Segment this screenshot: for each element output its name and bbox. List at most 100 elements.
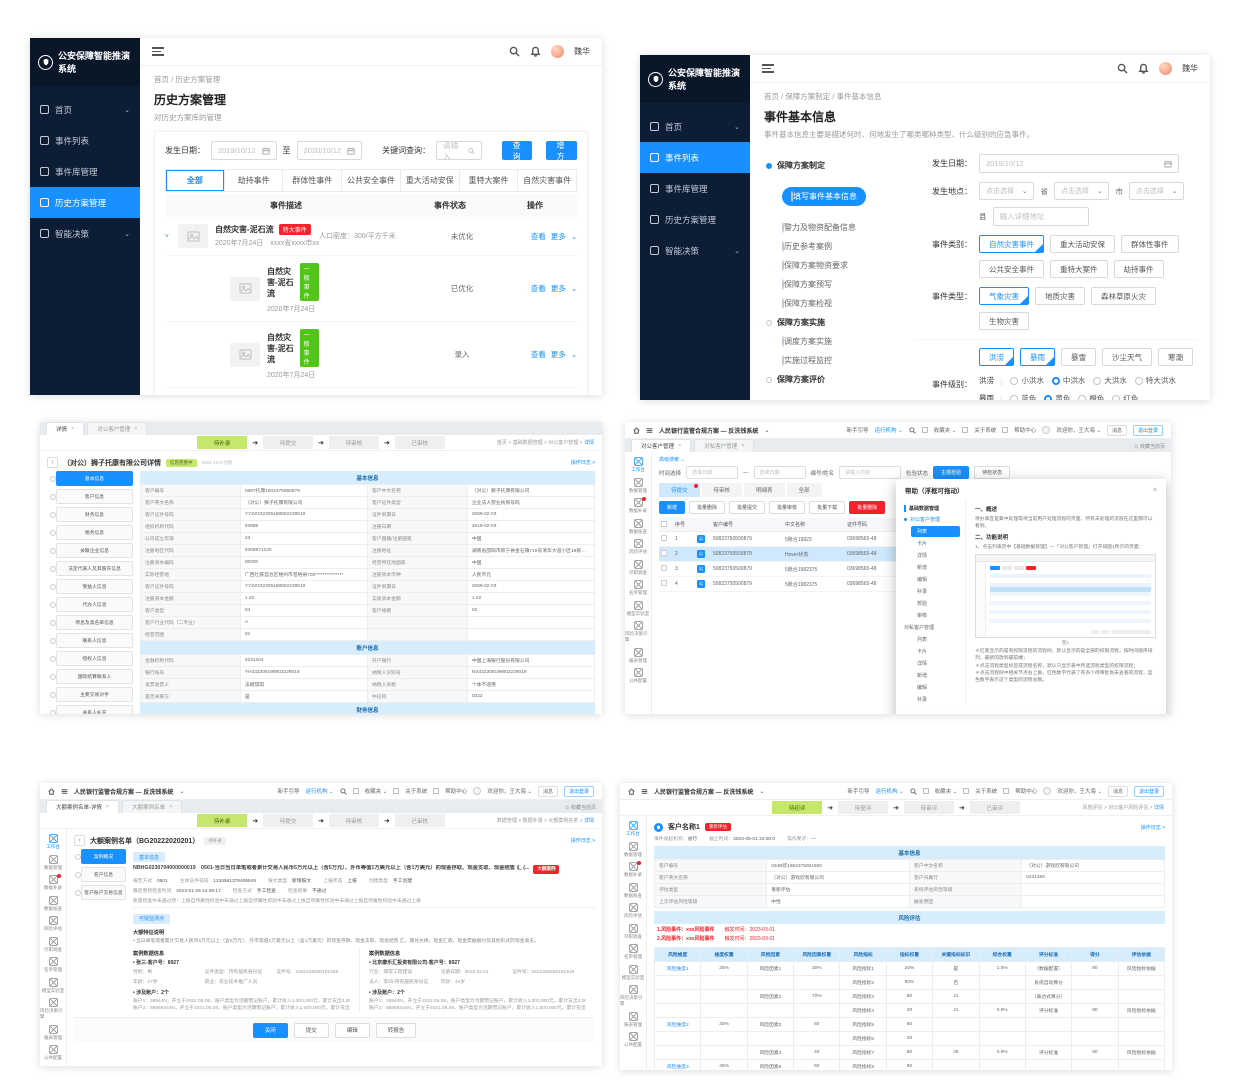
search-icon[interactable] <box>910 787 917 795</box>
customer-code-link[interactable]: 50823750500879 <box>711 576 783 592</box>
menu-icon[interactable] <box>646 427 653 434</box>
batch-action-button[interactable]: 批量提交 <box>729 501 766 514</box>
avatar[interactable] <box>551 45 564 58</box>
avatar[interactable] <box>1042 426 1051 434</box>
rail-item[interactable]: 风险评估 <box>44 916 62 932</box>
sidebar-nav-item[interactable]: 事件列表 ⌄ <box>30 125 140 156</box>
rail-item[interactable]: 模型实验室 <box>627 600 649 617</box>
category-tab[interactable]: 重大活动安保 <box>400 170 460 191</box>
help-nav-item[interactable]: 卡片 <box>917 541 928 547</box>
county-select[interactable]: 点击选择 ⌄ <box>1128 182 1185 200</box>
date-to-input[interactable]: 2020/10/12 <box>296 141 363 160</box>
collapse-button[interactable]: ‹ <box>74 835 85 846</box>
help-nav-item[interactable]: 详情 <box>917 553 928 559</box>
help-nav-group[interactable]: 对私客户管理 <box>904 625 935 631</box>
rail-item[interactable]: 报表管理 <box>629 647 647 664</box>
footer-button[interactable]: 编辑 <box>334 1022 370 1038</box>
page-tab[interactable]: 详情 × <box>46 422 85 435</box>
city-select[interactable]: 点击选择 ⌄ <box>1053 182 1110 200</box>
category-tab[interactable]: 全部 <box>166 170 225 191</box>
rail-item[interactable]: 数据管理 <box>44 854 62 871</box>
operation-log-link[interactable]: 操作日志 > <box>570 460 595 466</box>
add-plan-button[interactable]: 新增方案 <box>545 130 577 172</box>
rail-item[interactable]: 公共配置 <box>44 1045 62 1061</box>
anchor-item[interactable]: 客户账户交易信息 <box>75 885 126 900</box>
help-nav-item[interactable]: 新增 <box>917 673 928 679</box>
rail-item[interactable]: 尽职调查 <box>629 559 647 576</box>
footer-button[interactable]: 提交 <box>293 1022 329 1038</box>
rail-item[interactable]: 公共配置 <box>624 1032 642 1048</box>
anchor-item[interactable]: 基本信息 <box>50 471 133 486</box>
status-subtab[interactable]: 待提交 <box>659 483 700 497</box>
page-tab[interactable]: 对私客户管理 × <box>694 439 755 452</box>
rail-item[interactable]: 数据核查 <box>629 518 647 535</box>
message-button[interactable]: 消息 <box>1107 785 1128 797</box>
event-type-chip[interactable]: 森林草原火灾 <box>1091 287 1156 305</box>
anchor-item[interactable]: 联系人信息 <box>50 633 133 648</box>
menu-toggle-icon[interactable] <box>152 47 164 56</box>
anchor-item[interactable]: 客户信息 <box>75 867 126 882</box>
breadcrumb[interactable]: 数据管理 > 数据补录 > 大额案例名单 > 详情 <box>496 818 594 824</box>
help-nav-item[interactable]: 列表 <box>917 637 928 643</box>
date-from-input[interactable]: 选择日期 <box>686 466 739 479</box>
logout-button[interactable]: 退出登录 <box>1132 424 1163 436</box>
rail-item[interactable]: 报表管理 <box>44 1024 62 1041</box>
batch-action-button[interactable]: 批量删除 <box>849 501 886 514</box>
help-nav-item[interactable]: 审核 <box>917 613 928 619</box>
rail-item[interactable]: 风险决策引擎 <box>40 998 66 1020</box>
rail-item[interactable]: 名单管理 <box>629 580 647 596</box>
anchor-item[interactable]: 代办人信息 <box>50 597 133 612</box>
status-filter-inactive[interactable]: 待检状态 <box>974 466 1011 479</box>
event-category-chip[interactable]: 重大活动安保 <box>1050 235 1115 253</box>
rail-item[interactable]: 数据管理 <box>624 841 642 858</box>
operation-log-link[interactable]: 操作日志 > <box>1140 824 1165 831</box>
rail-item[interactable]: 模型实验室 <box>622 964 644 981</box>
guide-link[interactable]: 新手引导 <box>277 789 300 795</box>
category-tab[interactable]: 自然灾害事件 <box>518 170 577 191</box>
more-link[interactable]: 更多 <box>550 284 566 293</box>
level-radio[interactable]: 红色 <box>1112 393 1138 400</box>
workflow-step[interactable]: 填写事件基本信息 <box>782 187 866 206</box>
help-link[interactable]: 帮助中心 <box>1014 428 1037 434</box>
help-nav-item[interactable]: 补录 <box>917 697 928 703</box>
anchor-item[interactable]: 财务信息 <box>50 507 133 522</box>
level-radio[interactable]: 特大洪水 <box>1134 375 1176 386</box>
welcome-user[interactable]: 欢迎你，王大海 ⌄ <box>1056 428 1101 434</box>
batch-action-button[interactable]: 批量删除 <box>689 501 726 514</box>
search-icon[interactable] <box>1117 63 1128 74</box>
org-select[interactable]: 运行机构 ⌄ <box>875 789 904 795</box>
menu-toggle-icon[interactable] <box>762 64 774 73</box>
guide-link[interactable]: 新手引导 <box>847 789 870 795</box>
footer-button[interactable]: 关闭 <box>252 1022 288 1038</box>
anchor-item[interactable]: 关联企业信息 <box>50 543 133 558</box>
workflow-step[interactable]: 实施过程监控 <box>782 355 908 366</box>
rail-item[interactable]: 风险决策引擎 <box>625 621 651 643</box>
logout-button[interactable]: 退出登录 <box>1133 785 1164 797</box>
anchor-item[interactable]: 法定代表人及其股东信息 <box>50 561 133 576</box>
sidebar-nav-item[interactable]: 首页 ⌄ <box>30 94 140 125</box>
event-subtype-chip[interactable]: 暴雪 <box>1061 348 1096 366</box>
page-tab[interactable]: 对公客户管理 × <box>87 422 148 435</box>
sidebar-nav-item[interactable]: 智能决策 ⌄ <box>640 235 750 266</box>
rail-item[interactable]: 数据管理 <box>629 477 647 494</box>
workflow-step[interactable]: 保障方案物资要求 <box>782 260 908 271</box>
help-nav-item[interactable]: 详情 <box>917 661 928 667</box>
help-link[interactable]: 帮助中心 <box>445 789 468 795</box>
batch-action-button[interactable]: 批量审核 <box>769 501 806 514</box>
sidebar-nav-item[interactable]: 事件列表 ⌄ <box>640 142 750 173</box>
event-type-chip[interactable]: 生物灾害 <box>979 312 1029 330</box>
welcome-user[interactable]: 欢迎你，王大海 ⌄ <box>487 789 532 795</box>
welcome-user[interactable]: 欢迎你，王大海 ⌄ <box>1057 789 1102 795</box>
sidebar-nav-item[interactable]: 历史方案管理 ⌄ <box>640 204 750 235</box>
close-icon[interactable]: × <box>105 804 110 810</box>
sidebar-nav-item[interactable]: 事件库管理 ⌄ <box>640 173 750 204</box>
event-date-input[interactable]: 2019/10/12 <box>979 154 1179 173</box>
category-tab[interactable]: 群体性事件 <box>283 170 343 191</box>
category-tab[interactable]: 公共安全事件 <box>342 170 401 191</box>
workflow-step[interactable]: 保障方案检视 <box>782 298 908 309</box>
page-tab[interactable]: 大额案例名单-详情 × <box>46 800 120 813</box>
batch-action-button[interactable]: 新增 <box>659 501 686 514</box>
rail-item[interactable]: 数据补录 <box>629 497 647 514</box>
about-link[interactable]: 关于系统 <box>974 428 997 434</box>
search-icon[interactable] <box>509 46 520 57</box>
